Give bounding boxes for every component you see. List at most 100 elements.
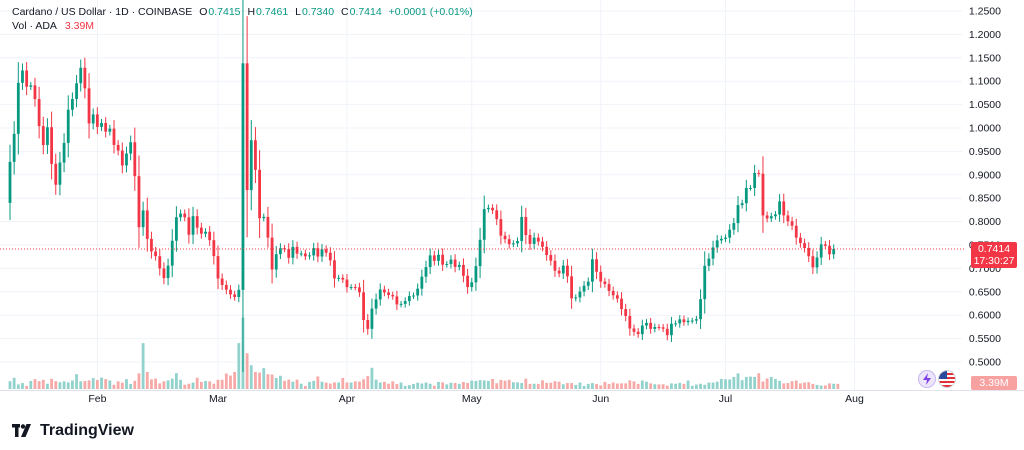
lightning-icon[interactable] (918, 370, 936, 388)
candle-body (179, 213, 182, 218)
candle (819, 236, 823, 265)
candle-body (270, 237, 274, 270)
candle-body (129, 142, 133, 154)
candle (212, 231, 216, 265)
candle-body (678, 319, 682, 324)
volume-bar (607, 383, 611, 389)
candle (420, 269, 424, 296)
candle-body (482, 209, 486, 240)
x-tick-label: Jun (592, 393, 609, 405)
candle-body (366, 319, 370, 329)
candle-body (628, 315, 632, 329)
candle-body (274, 254, 278, 270)
candle-body (591, 259, 594, 282)
x-tick-label: Jul (719, 393, 732, 405)
volume-bar (95, 379, 99, 389)
candle (241, 0, 245, 372)
volume-bar (229, 375, 232, 389)
candle-body (778, 201, 781, 215)
candle-body (536, 237, 540, 242)
volume-bar (466, 383, 469, 389)
candle-body (553, 260, 557, 271)
volume-bar (108, 380, 112, 389)
candle-body (183, 213, 187, 218)
volume-bar (732, 376, 736, 389)
volume-bar (690, 385, 694, 389)
candle-body (308, 255, 311, 257)
legend-volume-label[interactable]: Vol · ADA (12, 20, 57, 32)
candle-body (561, 265, 565, 274)
y-tick-label: 0.8500 (969, 193, 1001, 205)
candle-body (79, 67, 83, 84)
volume-bar (819, 385, 823, 389)
candle (249, 120, 253, 211)
candle (112, 120, 116, 154)
candle-body (445, 264, 449, 266)
y-tick-label: 1.2500 (969, 6, 1001, 18)
candle (765, 211, 769, 223)
volume-bar (624, 383, 628, 389)
candle-body (8, 161, 12, 203)
volume-bar (91, 378, 95, 389)
candle-body (724, 237, 727, 239)
candlesticks (8, 0, 836, 372)
volume-bar (474, 380, 478, 389)
candle-body (715, 240, 719, 248)
candle-body (794, 225, 798, 238)
candle-body (16, 82, 20, 134)
candle-body (21, 70, 24, 83)
candle-body (145, 210, 149, 239)
candle-body (828, 245, 831, 255)
candle (133, 127, 137, 191)
candle-body (320, 249, 324, 257)
volume-bar (428, 383, 432, 389)
volume-bar (695, 384, 698, 389)
candle (724, 234, 727, 243)
volume-bar (736, 373, 740, 389)
candle-body (295, 246, 299, 254)
volume-bar (141, 343, 145, 389)
candle (665, 323, 669, 341)
volume-bar (453, 383, 457, 389)
candle (516, 237, 519, 247)
price-axis: 1.2500 1.2000 1.1500 1.1000 1.0500 1.0000 0.95… (969, 6, 1001, 369)
volume-bar (399, 382, 403, 389)
volume-bar (828, 383, 831, 389)
volume-bar (578, 382, 582, 389)
candle (312, 242, 316, 261)
legend-symbol[interactable]: Cardano / US Dollar · 1D · COINBASE (12, 6, 193, 18)
volume-bar (682, 383, 686, 389)
tradingview-logo[interactable]: TradingView (12, 422, 134, 440)
volume-bar (191, 382, 195, 389)
candle-body (71, 98, 74, 110)
us-flag-icon[interactable] (938, 370, 956, 388)
candle-body (112, 128, 116, 145)
candle (12, 121, 16, 175)
candle-body (611, 290, 615, 296)
volume-bar (437, 381, 440, 389)
candle (220, 273, 224, 290)
volume-bar (66, 382, 70, 389)
volume-bar (150, 379, 153, 389)
candle (615, 291, 619, 303)
volume-bar (794, 380, 798, 389)
candle-body (682, 319, 686, 323)
candle-body (653, 326, 657, 329)
candle-body (41, 126, 45, 145)
candle-body (216, 256, 220, 279)
volume-bar (520, 383, 524, 389)
volume-bar (287, 379, 291, 389)
candle-body (116, 144, 120, 151)
candle (757, 169, 761, 177)
candle (578, 286, 582, 303)
volume-bar (628, 380, 632, 389)
candle-body (141, 210, 145, 228)
y-tick-label: 1.1000 (969, 76, 1001, 88)
candle-body (599, 271, 603, 282)
volume-bar (711, 382, 715, 389)
candle-body (428, 255, 432, 268)
candle-body (657, 326, 661, 328)
candle-body (100, 122, 103, 127)
candle-body (607, 284, 611, 291)
